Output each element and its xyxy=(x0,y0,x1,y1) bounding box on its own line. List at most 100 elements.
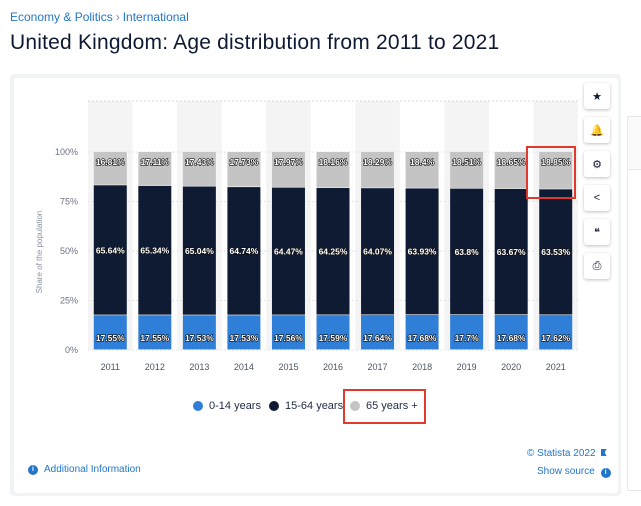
data-label: 17.43% xyxy=(185,157,214,167)
breadcrumb-section[interactable]: Economy & Politics xyxy=(10,10,113,24)
segment-15-64-2014 xyxy=(227,187,261,315)
x-tick-label: 2015 xyxy=(278,362,298,372)
data-label: 17.73% xyxy=(229,157,258,167)
data-label: 65.04% xyxy=(185,246,214,256)
segment-65-plus-2012 xyxy=(138,152,172,186)
data-label: 63.93% xyxy=(408,247,437,257)
data-label: 17.56% xyxy=(274,333,303,343)
x-tick-label: 2013 xyxy=(189,362,209,372)
segment-65-plus-2016 xyxy=(316,152,350,188)
data-label: 17.68% xyxy=(497,333,526,343)
data-label: 18.65% xyxy=(497,157,526,167)
data-label: 18.51% xyxy=(452,157,481,167)
x-tick-label: 2011 xyxy=(101,362,120,372)
segment-0-14-2016 xyxy=(316,315,350,350)
segment-0-14-2018 xyxy=(405,314,439,350)
data-label: 17.97% xyxy=(274,157,303,167)
x-tick-label: 2012 xyxy=(145,362,165,372)
highlight-box-2021 xyxy=(526,146,576,199)
segment-65-plus-2014 xyxy=(227,152,261,187)
show-source-text: Show source xyxy=(537,466,595,477)
additional-info-link[interactable]: i Additional Information xyxy=(28,464,141,475)
data-label: 64.47% xyxy=(274,246,303,256)
y-tick-label: 0% xyxy=(65,345,78,355)
legend-item-0-14[interactable]: 0-14 years xyxy=(193,400,261,412)
segment-0-14-2011 xyxy=(93,315,127,350)
highlight-box-legend xyxy=(343,389,426,424)
info-icon: i xyxy=(28,464,38,475)
segment-15-64-2011 xyxy=(93,185,127,315)
show-source-link[interactable]: Show source i xyxy=(537,466,611,478)
data-label: 17.64% xyxy=(363,333,392,343)
segment-0-14-2015 xyxy=(271,315,305,350)
legend-dot-0-14 xyxy=(193,401,203,411)
data-label: 63.53% xyxy=(541,247,570,257)
cite-icon[interactable]: ❝ xyxy=(584,219,610,245)
print-icon[interactable]: ⎙ xyxy=(584,253,610,279)
data-label: 17.59% xyxy=(319,333,348,343)
segment-0-14-2020 xyxy=(494,314,528,350)
legend-item-15-64[interactable]: 15-64 years xyxy=(269,400,343,412)
legend-dot-15-64 xyxy=(269,401,279,411)
data-label: 65.64% xyxy=(96,245,125,255)
y-axis-label: Share of the population xyxy=(35,211,44,294)
data-label: 64.07% xyxy=(363,247,392,257)
data-label: 18.29% xyxy=(363,157,392,167)
segment-0-14-2013 xyxy=(182,315,216,350)
x-tick-label: 2016 xyxy=(323,362,343,372)
segment-0-14-2019 xyxy=(450,314,484,350)
segment-0-14-2021 xyxy=(539,315,573,350)
x-tick-label: 2018 xyxy=(412,362,432,372)
notification-icon[interactable]: 🔔 xyxy=(584,117,610,143)
flag-icon xyxy=(600,449,607,456)
data-label: 17.68% xyxy=(408,333,437,343)
segment-65-plus-2019 xyxy=(450,151,484,189)
breadcrumb-subsection[interactable]: International xyxy=(122,10,189,24)
favorite-icon[interactable]: ★ xyxy=(584,83,610,109)
data-label: 17.55% xyxy=(140,333,169,343)
data-label: 65.34% xyxy=(140,246,169,256)
segment-15-64-2018 xyxy=(405,188,439,315)
x-tick-label: 2020 xyxy=(501,362,521,372)
data-label: 18.85% xyxy=(541,157,570,167)
x-tick-label: 2021 xyxy=(546,362,566,372)
data-label: 63.67% xyxy=(497,247,526,257)
legend-label-65-plus: 65 years + xyxy=(366,400,418,412)
segment-15-64-2017 xyxy=(361,188,395,315)
segment-0-14-2014 xyxy=(227,315,261,350)
side-panel-edge-lower xyxy=(627,169,641,491)
segment-15-64-2019 xyxy=(450,188,484,315)
breadcrumb-separator: › xyxy=(115,10,120,24)
segment-15-64-2020 xyxy=(494,188,528,315)
y-tick-label: 50% xyxy=(60,246,78,256)
data-label: 64.25% xyxy=(319,247,348,257)
additional-info-text: Additional Information xyxy=(44,464,141,475)
data-label: 17.53% xyxy=(185,333,214,343)
segment-15-64-2013 xyxy=(182,186,216,315)
segment-65-plus-2021 xyxy=(539,152,573,189)
settings-icon[interactable]: ⚙ xyxy=(584,151,610,177)
y-tick-label: 75% xyxy=(60,197,78,207)
segment-65-plus-2015 xyxy=(271,152,305,187)
y-tick-label: 25% xyxy=(60,296,78,306)
segment-15-64-2015 xyxy=(271,187,305,315)
segment-65-plus-2013 xyxy=(182,152,216,186)
legend-item-65-plus[interactable]: 65 years + xyxy=(350,400,418,412)
data-label: 16.81% xyxy=(96,157,125,167)
copyright-text: © Statista 2022 xyxy=(527,448,596,459)
segment-15-64-2012 xyxy=(138,185,172,315)
data-label: 17.53% xyxy=(229,333,258,343)
data-label: 18.16% xyxy=(319,157,348,167)
x-tick-label: 2014 xyxy=(234,362,254,372)
data-label: 18.4% xyxy=(410,157,435,167)
data-label: 63.8% xyxy=(455,247,480,257)
y-tick-label: 100% xyxy=(55,147,78,157)
segment-0-14-2012 xyxy=(138,315,172,350)
copyright[interactable]: © Statista 2022 xyxy=(527,448,607,459)
segment-65-plus-2018 xyxy=(405,151,439,188)
data-label: 17.55% xyxy=(96,333,125,343)
share-icon[interactable]: < xyxy=(584,185,610,211)
segment-65-plus-2017 xyxy=(361,152,395,188)
info-icon: i xyxy=(600,467,611,478)
